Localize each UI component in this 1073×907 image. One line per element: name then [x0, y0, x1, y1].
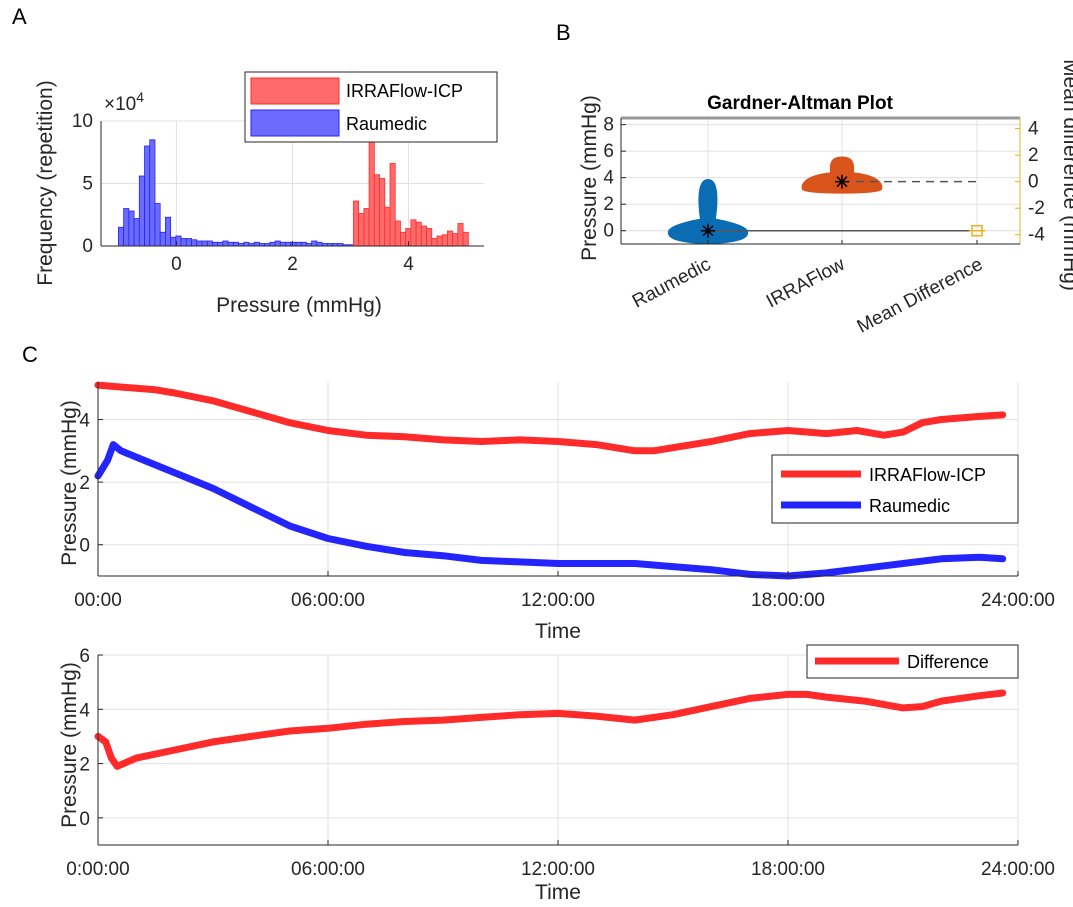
legend: IRRAFlow-ICP Raumedic — [771, 454, 1019, 524]
y-tick-label: 4 — [79, 700, 90, 721]
legend-label-raumedic: Raumedic — [869, 496, 950, 516]
y-axis-label: Pressure (mmHg) — [578, 95, 601, 261]
y-tick-label: 0 — [603, 221, 614, 242]
x-tick-label: 06:00:00 — [291, 859, 365, 880]
y2-axis-label: Mean difference (mmHg) — [1059, 59, 1073, 291]
y-tick-label: 10 — [72, 111, 93, 132]
y2-tick-label: 2 — [1028, 145, 1039, 166]
y-tick-label: 2 — [79, 473, 90, 494]
x-tick-label: 0 — [171, 254, 182, 275]
legend: Difference — [806, 644, 1019, 679]
y-tick-label: 4 — [603, 168, 614, 189]
x-tick-label: 18:00:00 — [751, 590, 825, 611]
x-tick-label: 24:00:00 — [981, 859, 1055, 880]
x-axis-label: Time — [535, 881, 581, 904]
x-tick-label: 00:00 — [74, 590, 122, 611]
y-axis-label: Pressure (mmHg) — [58, 662, 81, 828]
y2-tick-label: -4 — [1028, 225, 1045, 246]
legend-swatch-irraflow — [250, 77, 340, 105]
y-axis-label: Pressure (mmHg) — [58, 400, 81, 566]
y-tick-label: 2 — [79, 755, 90, 776]
raumedic-violin — [667, 179, 749, 244]
x-tick-label: 4 — [403, 254, 414, 275]
x-tick-label: 06:00:00 — [291, 590, 365, 611]
irraflow-line — [94, 381, 1007, 455]
y-tick-label: 0 — [82, 236, 93, 257]
y-tick-label: 6 — [79, 646, 90, 667]
difference-line — [94, 689, 1007, 770]
y-tick-label: 8 — [603, 115, 614, 136]
y-tick-label: 4 — [79, 411, 90, 432]
x-tick-label: 24:00:00 — [981, 590, 1055, 611]
x-tick-label: 12:00:00 — [521, 590, 595, 611]
panel-label-b: B — [556, 20, 571, 45]
y-axis-label: Frequency (repetition) — [34, 80, 57, 285]
irraflow-mean-marker — [835, 174, 849, 189]
y2-tick-label: 0 — [1028, 172, 1039, 193]
panel-label-a: A — [12, 4, 27, 29]
raumedic-mean-marker — [701, 223, 715, 238]
chart-title: Gardner-Altman Plot — [707, 93, 893, 114]
x-tick-label: 0:00:00 — [66, 859, 129, 880]
y-tick-label: 5 — [82, 174, 93, 195]
y2-tick-label: -2 — [1028, 198, 1045, 219]
y-tick-label: 2 — [603, 194, 614, 215]
x-tick-label: 18:00:00 — [751, 859, 825, 880]
x-axis-label: Pressure (mmHg) — [216, 294, 382, 317]
x-tick-label: 12:00:00 — [521, 859, 595, 880]
panel-label-c: C — [22, 342, 38, 367]
legend-label-irraflow: IRRAFlow-ICP — [346, 81, 463, 101]
x-axis-label: Time — [535, 620, 581, 643]
y-tick-label: 0 — [79, 809, 90, 830]
legend-label-raumedic: Raumedic — [346, 114, 427, 134]
y-exponent-label: ×104 — [104, 89, 144, 115]
y-tick-label: 6 — [603, 141, 614, 162]
legend-swatch-raumedic — [250, 109, 340, 137]
x-tick-label: 2 — [287, 254, 298, 275]
raumedic-line — [94, 441, 1007, 580]
legend-label-irraflow: IRRAFlow-ICP — [869, 465, 986, 485]
legend: IRRAFlow-ICP Raumedic — [244, 71, 498, 143]
y2-tick-label: 4 — [1028, 119, 1039, 140]
y-tick-label: 0 — [79, 536, 90, 557]
legend-label-difference: Difference — [907, 652, 989, 672]
